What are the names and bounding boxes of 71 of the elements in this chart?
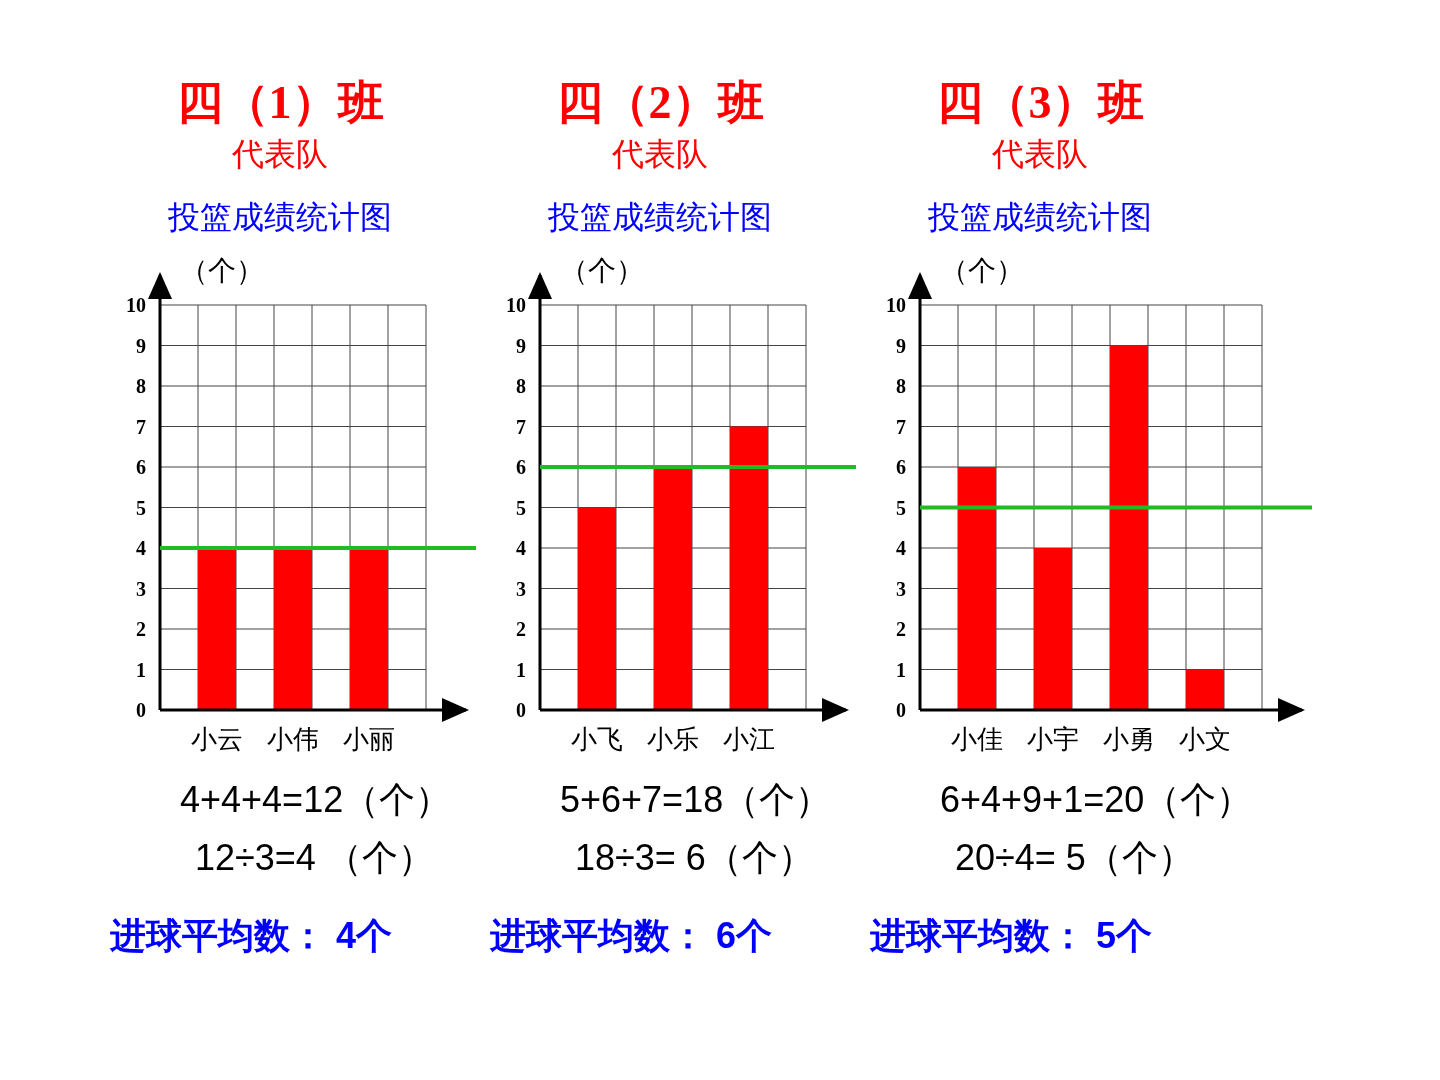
y-tick-label: 2 [136, 618, 146, 640]
text: 18÷3= 6（个） [575, 837, 814, 878]
y-tick-label: 4 [896, 537, 906, 559]
text: 进球平均数： 5个 [869, 915, 1153, 956]
text: 4+4+4=12（个） [180, 779, 452, 820]
y-tick-label: 8 [516, 375, 526, 397]
y-tick-label: 3 [896, 577, 906, 600]
y-tick-label: 10 [886, 294, 906, 316]
y-tick-label: 4 [136, 537, 146, 559]
y-tick-label: 8 [896, 375, 906, 397]
x-tick-label: 小文 [1179, 725, 1231, 754]
y-tick-label: 1 [516, 658, 526, 681]
bar [730, 426, 768, 710]
bar [654, 467, 692, 710]
y-axis-title: （个） [180, 255, 264, 286]
text: 投篮成绩统计图 [547, 199, 772, 235]
chart-subtitle: 代表队 [611, 136, 708, 172]
y-tick-label: 7 [516, 415, 526, 438]
x-tick-label: 小佳 [951, 725, 1003, 754]
y-tick-label: 6 [896, 456, 906, 478]
y-tick-label: 9 [896, 334, 906, 357]
y-tick-label: 2 [896, 618, 906, 640]
y-tick-label: 7 [896, 415, 906, 438]
text: 20÷4= 5（个） [955, 837, 1194, 878]
y-tick-label: 5 [896, 496, 906, 519]
x-tick-label: 小云 [191, 725, 243, 754]
y-tick-label: 0 [516, 699, 526, 721]
y-axis-title: （个） [940, 255, 1024, 286]
y-tick-label: 9 [136, 334, 146, 357]
y-tick-label: 0 [136, 699, 146, 721]
y-tick-label: 1 [896, 658, 906, 681]
bar [1186, 669, 1224, 710]
text: 投篮成绩统计图 [927, 199, 1152, 235]
y-tick-label: 10 [506, 294, 526, 316]
y-tick-label: 5 [136, 496, 146, 519]
text: 6+4+9+1=20（个） [940, 779, 1253, 820]
x-tick-label: 小伟 [267, 725, 319, 754]
chart-title: 四（3）班 [936, 77, 1144, 128]
y-tick-label: 5 [516, 496, 526, 519]
y-tick-label: 2 [516, 618, 526, 640]
y-tick-label: 9 [516, 334, 526, 357]
text: 12÷3=4 （个） [195, 837, 434, 878]
text: 5+6+7=18（个） [560, 779, 832, 820]
y-axis-title: （个） [560, 255, 644, 286]
y-tick-label: 6 [516, 456, 526, 478]
bar [578, 507, 616, 710]
y-tick-label: 8 [136, 375, 146, 397]
y-tick-label: 6 [136, 456, 146, 478]
x-tick-label: 小乐 [647, 725, 699, 754]
y-tick-label: 3 [516, 577, 526, 600]
text: 投篮成绩统计图 [167, 199, 392, 235]
bar [1110, 345, 1148, 710]
text: 进球平均数： 4个 [109, 915, 393, 956]
chart-title: 四（1）班 [176, 77, 384, 128]
chart-title: 四（2）班 [556, 77, 764, 128]
y-tick-label: 1 [136, 658, 146, 681]
x-tick-label: 小勇 [1103, 725, 1155, 754]
chart-subtitle: 代表队 [991, 136, 1088, 172]
text: 进球平均数： 6个 [489, 915, 773, 956]
chart-subtitle: 代表队 [231, 136, 328, 172]
y-tick-label: 10 [126, 294, 146, 316]
x-tick-label: 小江 [723, 725, 775, 754]
y-tick-label: 4 [516, 537, 526, 559]
y-tick-label: 3 [136, 577, 146, 600]
y-tick-label: 0 [896, 699, 906, 721]
x-tick-label: 小宇 [1027, 725, 1079, 754]
x-tick-label: 小丽 [343, 725, 395, 754]
x-tick-label: 小飞 [571, 725, 623, 754]
bar [958, 467, 996, 710]
bar [1034, 548, 1072, 710]
y-tick-label: 7 [136, 415, 146, 438]
